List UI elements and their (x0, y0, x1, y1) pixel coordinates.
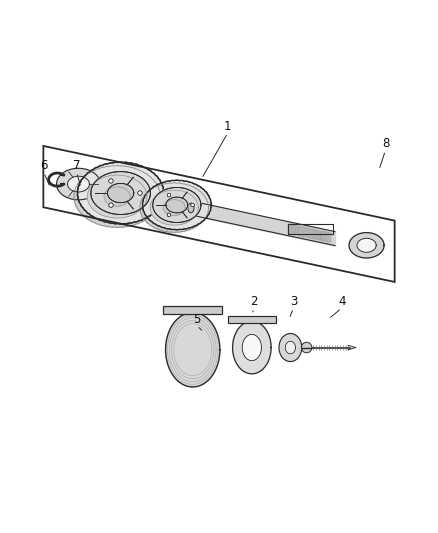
Polygon shape (140, 183, 208, 232)
Polygon shape (91, 172, 150, 214)
Circle shape (109, 179, 113, 183)
Polygon shape (349, 232, 384, 258)
Polygon shape (153, 188, 201, 222)
Circle shape (191, 203, 194, 207)
FancyBboxPatch shape (313, 229, 315, 239)
FancyBboxPatch shape (294, 225, 297, 235)
Polygon shape (91, 172, 150, 214)
Circle shape (167, 213, 171, 216)
FancyBboxPatch shape (163, 306, 222, 314)
Polygon shape (150, 190, 198, 225)
FancyBboxPatch shape (321, 231, 323, 240)
Text: 2: 2 (250, 295, 258, 308)
Polygon shape (357, 238, 376, 252)
FancyBboxPatch shape (296, 225, 298, 236)
FancyBboxPatch shape (311, 229, 314, 239)
Polygon shape (153, 188, 201, 222)
Polygon shape (279, 334, 302, 361)
FancyBboxPatch shape (292, 225, 294, 235)
Polygon shape (78, 162, 164, 224)
FancyBboxPatch shape (297, 226, 300, 236)
Circle shape (167, 193, 171, 197)
Text: 4: 4 (338, 295, 346, 308)
Polygon shape (166, 312, 220, 387)
Polygon shape (233, 321, 271, 374)
FancyBboxPatch shape (305, 228, 308, 237)
FancyBboxPatch shape (290, 224, 293, 234)
Polygon shape (242, 334, 261, 361)
Circle shape (109, 203, 113, 207)
Polygon shape (67, 176, 89, 192)
Polygon shape (107, 183, 134, 203)
FancyBboxPatch shape (309, 229, 312, 238)
Circle shape (138, 191, 142, 195)
Polygon shape (142, 180, 211, 230)
Polygon shape (57, 168, 100, 200)
Text: 1: 1 (224, 120, 232, 133)
FancyBboxPatch shape (325, 232, 327, 241)
FancyBboxPatch shape (318, 231, 321, 240)
Polygon shape (78, 162, 164, 224)
Polygon shape (74, 166, 160, 228)
Text: 8: 8 (382, 138, 389, 150)
Text: 6: 6 (40, 159, 48, 172)
FancyBboxPatch shape (301, 227, 304, 237)
Polygon shape (166, 197, 188, 213)
Polygon shape (87, 175, 147, 218)
Polygon shape (107, 183, 134, 203)
Circle shape (109, 203, 113, 207)
Circle shape (301, 342, 312, 353)
Polygon shape (163, 200, 185, 215)
FancyBboxPatch shape (322, 231, 325, 241)
Text: 3: 3 (290, 295, 297, 308)
Polygon shape (285, 341, 296, 354)
FancyBboxPatch shape (315, 230, 318, 239)
FancyBboxPatch shape (328, 232, 331, 242)
Polygon shape (166, 197, 188, 213)
FancyBboxPatch shape (317, 230, 319, 240)
Circle shape (191, 203, 194, 207)
Circle shape (167, 213, 171, 216)
FancyBboxPatch shape (300, 227, 302, 236)
FancyBboxPatch shape (288, 224, 290, 233)
Text: 7: 7 (73, 159, 81, 172)
Polygon shape (104, 187, 130, 206)
FancyBboxPatch shape (228, 317, 276, 322)
FancyBboxPatch shape (307, 228, 310, 238)
Polygon shape (142, 180, 211, 230)
FancyBboxPatch shape (303, 227, 306, 237)
Circle shape (109, 179, 113, 183)
FancyBboxPatch shape (326, 232, 329, 242)
Circle shape (167, 193, 171, 197)
Ellipse shape (188, 203, 194, 213)
Circle shape (138, 191, 142, 195)
Text: 5: 5 (194, 312, 201, 326)
